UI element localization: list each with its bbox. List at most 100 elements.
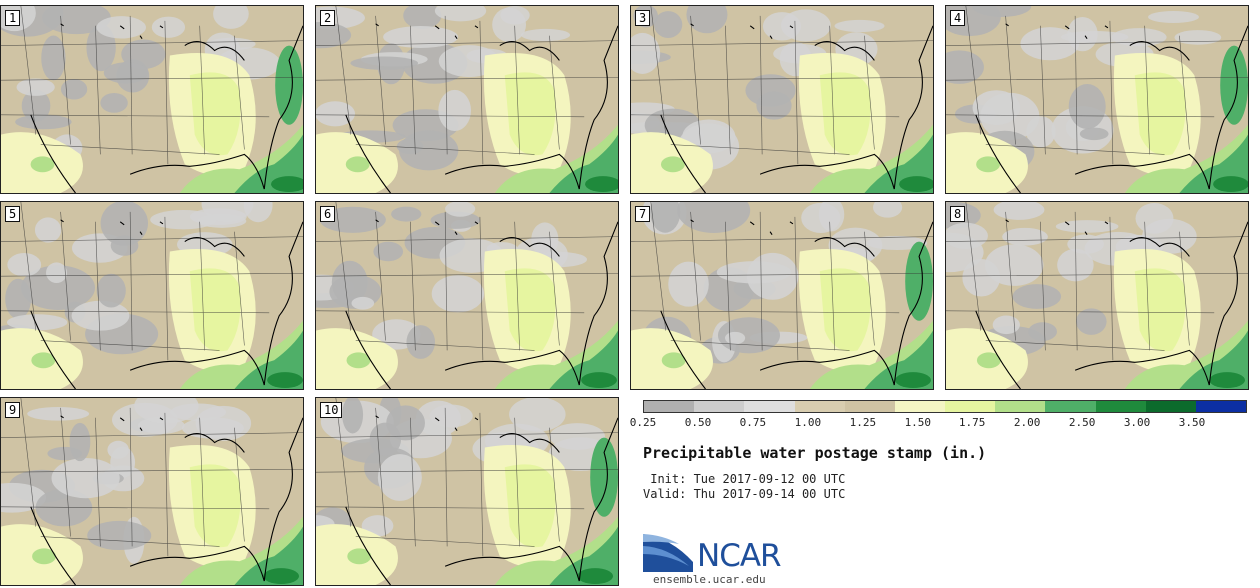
dry-region	[34, 217, 62, 243]
panel-label: 8	[950, 206, 966, 222]
moisture-patch	[346, 352, 371, 369]
moisture-patch	[347, 548, 372, 565]
boundary-line	[60, 407, 71, 537]
boundary-line	[335, 398, 352, 527]
map-panel-5[interactable]: 5	[0, 201, 304, 390]
moisture-max	[585, 176, 618, 193]
color-swatch	[644, 401, 695, 412]
site-url[interactable]: ensemble.ucar.edu	[653, 573, 766, 586]
dry-region	[521, 28, 571, 42]
great-lakes	[184, 41, 245, 61]
atlantic-coast	[263, 25, 303, 190]
moisture-patch	[345, 156, 370, 173]
boundary-line	[444, 407, 448, 547]
gulf-coast	[129, 545, 265, 582]
map-panel-4[interactable]: 4	[945, 5, 1249, 194]
atlantic-moisture	[1220, 45, 1248, 125]
state-boundaries	[1, 398, 303, 557]
boundary-line	[1005, 211, 1016, 341]
boundary-line	[95, 417, 101, 547]
dry-region	[717, 317, 781, 354]
color-swatch	[1195, 401, 1247, 412]
pacific-coast	[975, 114, 1021, 193]
moisture-patch	[661, 352, 686, 369]
boundary-line	[759, 15, 763, 155]
dry-region	[1079, 127, 1109, 141]
dry-region	[134, 398, 199, 424]
map-panel-9[interactable]: 9	[0, 397, 304, 586]
dry-region	[316, 22, 352, 49]
color-bar	[643, 400, 1247, 413]
dry-region	[492, 7, 527, 43]
coastline	[660, 23, 933, 193]
boundary-line	[479, 216, 484, 361]
boundary-line	[549, 231, 560, 346]
boundary-line	[514, 25, 520, 155]
boundary-line	[444, 15, 448, 155]
atlantic-coast	[1208, 221, 1248, 386]
color-swatch	[694, 401, 745, 412]
map-panel-1[interactable]: 1	[0, 5, 304, 194]
boundary-line	[1, 236, 303, 242]
boundary-line	[549, 35, 560, 150]
boundary-line	[375, 211, 386, 341]
boundary-line	[234, 35, 245, 150]
dry-region	[21, 265, 95, 310]
map-panel-6[interactable]: 6	[315, 201, 619, 390]
pacific-coast	[30, 506, 76, 585]
boundary-line	[164, 216, 169, 361]
state-boundaries	[946, 202, 1248, 361]
boundary-line	[40, 536, 220, 547]
boundary-line	[316, 310, 585, 314]
dry-region	[7, 253, 42, 277]
moisture-patch	[660, 156, 685, 173]
coastline	[345, 23, 618, 193]
boundary-line	[316, 432, 618, 438]
moisture-max	[895, 372, 931, 389]
dry-region	[1, 482, 47, 513]
tick-label: 1.75	[958, 416, 986, 429]
tick-label: 1.50	[904, 416, 932, 429]
dry-region	[121, 39, 166, 69]
boundary-line	[1109, 20, 1114, 165]
panel-label: 4	[950, 10, 966, 26]
dry-region	[35, 488, 93, 527]
boundary-line	[946, 114, 1215, 118]
atlantic-coast	[893, 221, 933, 386]
boundary-line	[316, 40, 618, 46]
map-panel-2[interactable]: 2	[315, 5, 619, 194]
dry-region	[438, 89, 472, 132]
map-panel-3[interactable]: 3	[630, 5, 934, 194]
color-swatch	[894, 401, 946, 412]
boundary-line	[725, 25, 731, 155]
map-panel-7[interactable]: 7	[630, 201, 934, 390]
panel-label: 3	[635, 10, 651, 26]
lake-marks	[375, 219, 479, 235]
pacific-coast	[660, 310, 706, 389]
state-boundaries	[316, 202, 618, 361]
boundary-line	[316, 236, 618, 242]
dry-region	[431, 275, 485, 313]
map-panel-8[interactable]: 8	[945, 201, 1249, 390]
boundary-line	[129, 211, 133, 351]
logo-text: NCAR	[697, 538, 782, 574]
boundary-line	[1, 468, 303, 473]
moisture-max	[267, 372, 303, 389]
map-canvas	[946, 202, 1248, 389]
boundary-line	[985, 144, 1165, 155]
dry-region	[403, 6, 442, 29]
dry-region	[716, 261, 792, 284]
boundary-line	[946, 272, 1248, 277]
boundary-line	[20, 202, 37, 331]
boundary-line	[199, 221, 205, 351]
great-lakes	[499, 433, 560, 453]
boundary-line	[375, 407, 386, 537]
boundary-line	[631, 114, 900, 118]
dry-region	[1055, 220, 1119, 233]
dry-region	[1028, 322, 1057, 341]
dry-region	[756, 91, 792, 120]
map-panel-10[interactable]: 10	[315, 397, 619, 586]
great-lakes	[814, 41, 875, 61]
dry-region	[1012, 284, 1062, 309]
color-swatch	[945, 401, 996, 412]
